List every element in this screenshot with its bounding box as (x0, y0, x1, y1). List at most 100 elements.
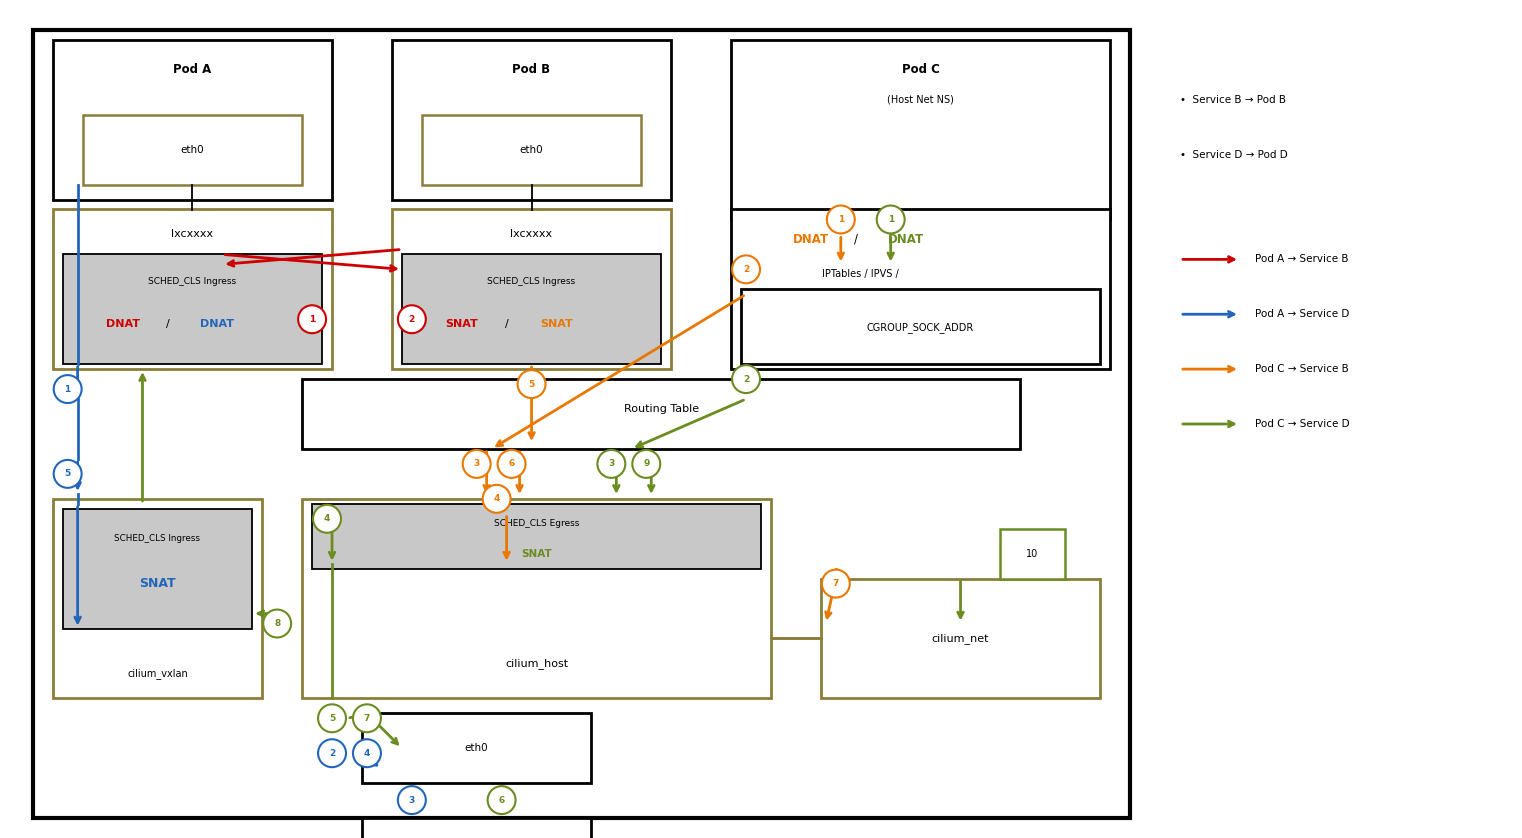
Text: 1: 1 (309, 315, 315, 323)
Circle shape (397, 305, 426, 334)
Text: DNAT: DNAT (793, 233, 829, 246)
Text: 8: 8 (274, 619, 280, 628)
Bar (731, 40, 1110, 220)
Circle shape (53, 460, 82, 488)
Text: eth0: eth0 (464, 743, 489, 753)
Bar (422, 115, 641, 184)
Text: 10: 10 (1026, 549, 1038, 559)
Text: 3: 3 (609, 459, 615, 468)
Bar (53, 40, 332, 199)
Bar (391, 210, 671, 369)
Text: Pod C → Service B: Pod C → Service B (1254, 365, 1348, 374)
Text: Pod A: Pod A (174, 64, 212, 76)
Text: SCHED_CLS Ingress: SCHED_CLS Ingress (487, 277, 575, 286)
Text: (Host Net NS): (Host Net NS) (887, 95, 954, 105)
Text: DNAT: DNAT (105, 319, 140, 329)
Bar (362, 713, 592, 784)
Text: •  Service B → Pod B: • Service B → Pod B (1180, 95, 1286, 105)
Circle shape (482, 485, 510, 513)
Bar (741, 289, 1100, 365)
Bar (731, 210, 1110, 369)
Circle shape (318, 704, 345, 732)
Bar (301, 379, 1020, 449)
Bar (312, 504, 761, 569)
Text: Pod A → Service B: Pod A → Service B (1254, 255, 1348, 264)
Text: Pod A → Service D: Pod A → Service D (1254, 309, 1348, 319)
Text: cilium_vxlan: cilium_vxlan (126, 668, 187, 679)
Text: 4: 4 (493, 494, 499, 504)
Text: 6: 6 (508, 459, 514, 468)
Circle shape (598, 450, 626, 478)
Circle shape (632, 450, 661, 478)
Bar (62, 509, 253, 628)
Circle shape (53, 375, 82, 403)
Text: 2: 2 (743, 375, 749, 384)
Text: 7: 7 (364, 714, 370, 723)
Text: cilium_net: cilium_net (931, 633, 989, 644)
Text: 1: 1 (887, 215, 893, 224)
Text: eth0: eth0 (519, 145, 543, 155)
Bar (33, 30, 1131, 818)
Text: SCHED_CLS Egress: SCHED_CLS Egress (493, 520, 580, 528)
Text: 9: 9 (644, 459, 650, 468)
Bar (820, 578, 1100, 698)
Text: DNAT: DNAT (887, 233, 924, 246)
Text: 7: 7 (833, 579, 839, 588)
Text: Pod C: Pod C (901, 64, 939, 76)
Text: 5: 5 (64, 469, 72, 478)
Bar (53, 210, 332, 369)
Circle shape (463, 450, 490, 478)
Text: 3: 3 (473, 459, 479, 468)
Circle shape (822, 570, 849, 597)
Circle shape (353, 739, 380, 767)
Text: CGROUP_SOCK_ADDR: CGROUP_SOCK_ADDR (868, 322, 974, 333)
Text: 5: 5 (528, 380, 534, 389)
Circle shape (314, 504, 341, 533)
Bar (402, 255, 661, 365)
Text: eth0: eth0 (181, 145, 204, 155)
Text: lxcxxxx: lxcxxxx (172, 230, 213, 240)
Circle shape (318, 739, 345, 767)
Text: /: / (854, 233, 858, 246)
Text: 1: 1 (837, 215, 843, 224)
Text: SNAT: SNAT (446, 319, 478, 329)
Text: Pod C → Service D: Pod C → Service D (1254, 419, 1350, 429)
Text: 2: 2 (743, 265, 749, 274)
Text: /: / (505, 319, 508, 329)
Text: 6: 6 (499, 795, 505, 804)
Text: Routing Table: Routing Table (624, 404, 699, 414)
Circle shape (732, 365, 759, 393)
Circle shape (517, 370, 545, 398)
Circle shape (487, 786, 516, 814)
Text: 4: 4 (364, 748, 370, 758)
Text: 2: 2 (409, 315, 416, 323)
Text: SCHED_CLS Ingress: SCHED_CLS Ingress (148, 277, 236, 286)
Circle shape (877, 205, 904, 234)
Text: 1: 1 (64, 385, 72, 394)
Text: 3: 3 (409, 795, 416, 804)
Text: 5: 5 (329, 714, 335, 723)
Bar (62, 255, 323, 365)
Circle shape (263, 609, 291, 638)
Circle shape (298, 305, 326, 334)
Text: SCHED_CLS Ingress: SCHED_CLS Ingress (114, 534, 201, 543)
Text: /: / (166, 319, 169, 329)
Text: Pod B: Pod B (513, 64, 551, 76)
Bar (53, 499, 262, 698)
Text: DNAT: DNAT (201, 319, 234, 329)
Text: 2: 2 (329, 748, 335, 758)
Circle shape (353, 704, 380, 732)
Text: SNAT: SNAT (540, 319, 572, 329)
Bar (1000, 529, 1065, 578)
Bar (82, 115, 301, 184)
Bar (362, 818, 592, 838)
Text: lxcxxxx: lxcxxxx (510, 230, 552, 240)
Text: SNAT: SNAT (139, 577, 175, 590)
Text: 4: 4 (324, 515, 330, 523)
Text: IPTables / IPVS /: IPTables / IPVS / (822, 269, 900, 279)
Text: SNAT: SNAT (521, 549, 552, 559)
Bar (301, 499, 772, 698)
Text: cilium_host: cilium_host (505, 658, 568, 669)
Text: •  Service D → Pod D: • Service D → Pod D (1180, 150, 1288, 159)
Circle shape (397, 786, 426, 814)
